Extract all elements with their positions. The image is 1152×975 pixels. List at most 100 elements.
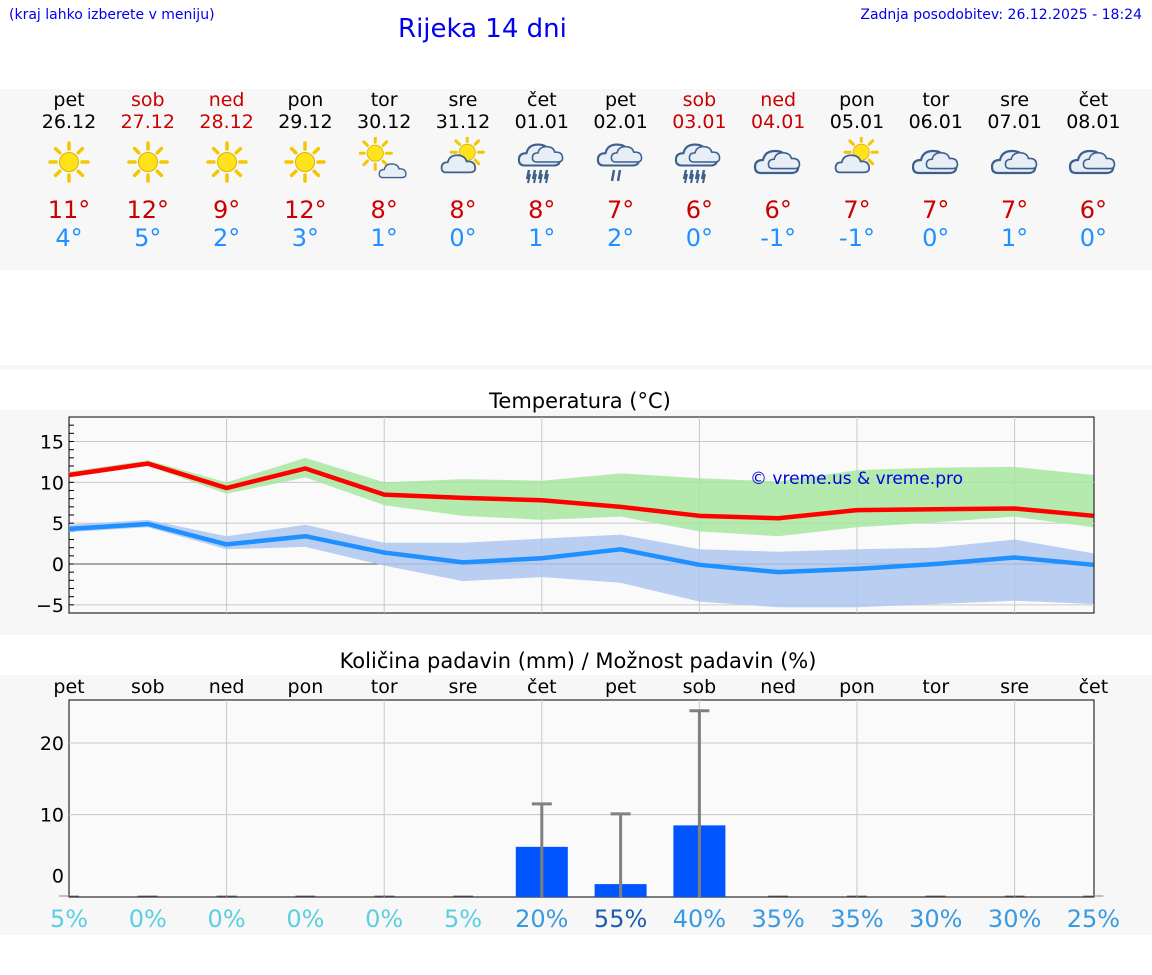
day-date: 03.01 <box>672 111 727 133</box>
day-high-temp: 12° <box>284 196 327 224</box>
day-high-temp: 8° <box>370 196 398 224</box>
day-name: čet <box>1078 89 1109 111</box>
day-low-temp: -1° <box>760 224 797 252</box>
sun-icon <box>205 141 248 183</box>
day-name: pon <box>287 89 324 111</box>
precip-day-label: ned <box>760 676 796 698</box>
daily-forecast-strip: pet 26.12 11° 4° sob 27.12 12° 5° ned 28.12 9° 2° po… <box>0 89 1152 270</box>
sun-small-cloud-icon <box>357 135 407 179</box>
day-column: sre 07.01 7° 1° <box>975 89 1055 252</box>
day-date: 02.01 <box>593 111 648 133</box>
day-low-temp: 2° <box>606 224 635 252</box>
location-hint: (kraj lahko izberete v meniju) <box>9 7 215 23</box>
day-low-temp: 0° <box>449 224 477 252</box>
day-high-temp: 7° <box>606 196 635 224</box>
day-date: 30.12 <box>356 111 412 133</box>
y-tick-label: 0 <box>52 865 64 887</box>
day-date: 05.01 <box>829 111 885 133</box>
precip-day-label: ned <box>209 676 245 698</box>
cloud-icon <box>754 149 801 175</box>
day-column: pet 26.12 11° 4° <box>29 89 109 252</box>
day-name: ned <box>208 89 245 111</box>
day-high-temp: 6° <box>685 196 714 224</box>
day-column: sob 03.01 6° 0° <box>659 89 739 252</box>
precip-probability: 30% <box>988 905 1041 933</box>
light-rain-icon <box>596 143 642 182</box>
day-high-temp: 6° <box>1079 196 1108 224</box>
divider <box>0 365 1152 370</box>
day-name: čet <box>527 89 557 111</box>
day-date: 26.12 <box>41 111 97 133</box>
day-low-temp: 1° <box>1000 224 1029 252</box>
day-low-temp: 4° <box>55 224 83 252</box>
day-name: sre <box>1000 89 1030 111</box>
day-column: tor 06.01 7° 0° <box>896 89 976 252</box>
day-column: ned 04.01 6° -1° <box>738 89 818 252</box>
y-tick-label: 20 <box>40 733 64 755</box>
day-low-temp: 1° <box>528 224 556 252</box>
y-tick-label: 15 <box>40 432 64 454</box>
precip-day-label: čet <box>527 676 557 698</box>
cloud-icon <box>911 149 959 175</box>
precip-probability: 0% <box>208 905 246 933</box>
precip-probability: 0% <box>286 905 324 933</box>
day-name: tor <box>370 89 398 111</box>
precip-probability: 25% <box>1067 905 1120 933</box>
day-high-temp: 8° <box>528 196 556 224</box>
day-name: sre <box>448 89 478 111</box>
precip-day-label: sre <box>1000 676 1029 698</box>
day-date: 06.01 <box>908 111 963 133</box>
max-temp-band <box>69 457 1094 537</box>
temperature-chart-title: Temperatura (°C) <box>488 389 671 413</box>
day-date: 27.12 <box>120 111 175 133</box>
y-tick-label: 5 <box>52 513 64 535</box>
precip-probability: 20% <box>515 905 568 933</box>
y-tick-label: 10 <box>40 472 64 494</box>
day-name: sob <box>131 89 165 111</box>
day-high-temp: 8° <box>449 196 477 224</box>
day-date: 01.01 <box>514 111 569 133</box>
day-column: ned 28.12 9° 2° <box>187 89 267 252</box>
cloud-icon <box>990 149 1037 175</box>
precip-probability: 30% <box>909 905 962 933</box>
day-name: pet <box>53 89 85 111</box>
day-high-temp: 7° <box>922 196 950 224</box>
precip-plot-area <box>68 699 1095 898</box>
precip-day-label: pet <box>605 676 636 698</box>
max-temp-line <box>68 461 1094 521</box>
precip-probability: 35% <box>830 905 883 933</box>
rain-icon <box>517 143 564 184</box>
day-column: sob 27.12 12° 5° <box>108 89 188 252</box>
day-high-temp: 6° <box>764 196 792 224</box>
day-low-temp: 0° <box>685 224 714 252</box>
sun-icon <box>48 141 90 183</box>
precip-day-label: sob <box>683 676 717 698</box>
day-date: 04.01 <box>750 111 806 133</box>
sun-icon <box>284 141 327 183</box>
day-date: 08.01 <box>1066 111 1121 133</box>
precip-day-label: pet <box>53 676 84 698</box>
day-name: pet <box>604 89 637 111</box>
precip-chart-title: Količina padavin (mm) / Možnost padavin … <box>340 649 817 673</box>
day-high-temp: 11° <box>47 196 91 224</box>
day-high-temp: 9° <box>212 196 241 224</box>
precip-probability: 0% <box>365 905 403 933</box>
day-low-temp: 5° <box>134 224 162 252</box>
day-low-temp: 0° <box>1079 224 1108 252</box>
precip-day-label: čet <box>1079 676 1109 698</box>
day-name: sob <box>682 89 717 111</box>
partly-cloudy-icon <box>834 134 879 174</box>
precip-day-label: tor <box>371 676 398 698</box>
day-name: ned <box>760 89 797 111</box>
day-column: čet 08.01 6° 0° <box>1053 89 1133 252</box>
day-column: sre 31.12 8° 0° <box>423 89 503 252</box>
day-column: tor 30.12 8° 1° <box>344 89 424 252</box>
day-date: 28.12 <box>199 111 254 133</box>
precip-probability: 5% <box>50 905 88 933</box>
cloud-icon <box>1069 149 1116 175</box>
day-column: pon 05.01 7° -1° <box>817 89 897 252</box>
day-low-temp: 1° <box>370 224 398 252</box>
day-high-temp: 12° <box>126 196 170 224</box>
day-date: 29.12 <box>278 111 333 133</box>
